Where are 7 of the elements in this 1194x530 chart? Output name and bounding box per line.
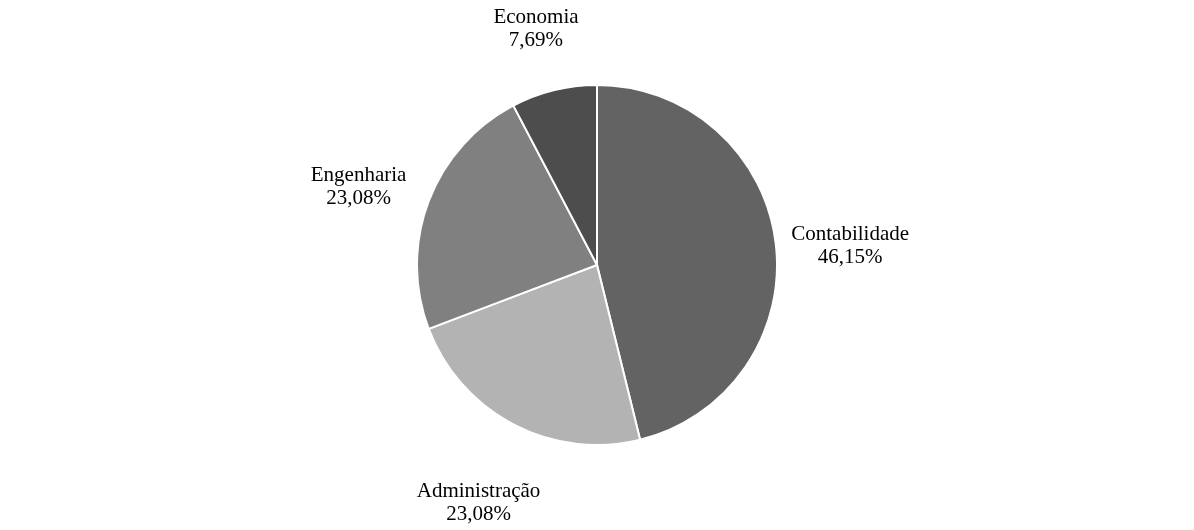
data-label: 7,69%	[508, 27, 564, 52]
slice-label: Contabilidade	[791, 221, 910, 246]
slice-label: Economia	[493, 4, 580, 29]
slice-label: Administração	[416, 477, 541, 502]
data-label: 46,15%	[817, 244, 883, 269]
slice-label: Engenharia	[310, 161, 408, 186]
data-label: 23,08%	[446, 500, 511, 525]
